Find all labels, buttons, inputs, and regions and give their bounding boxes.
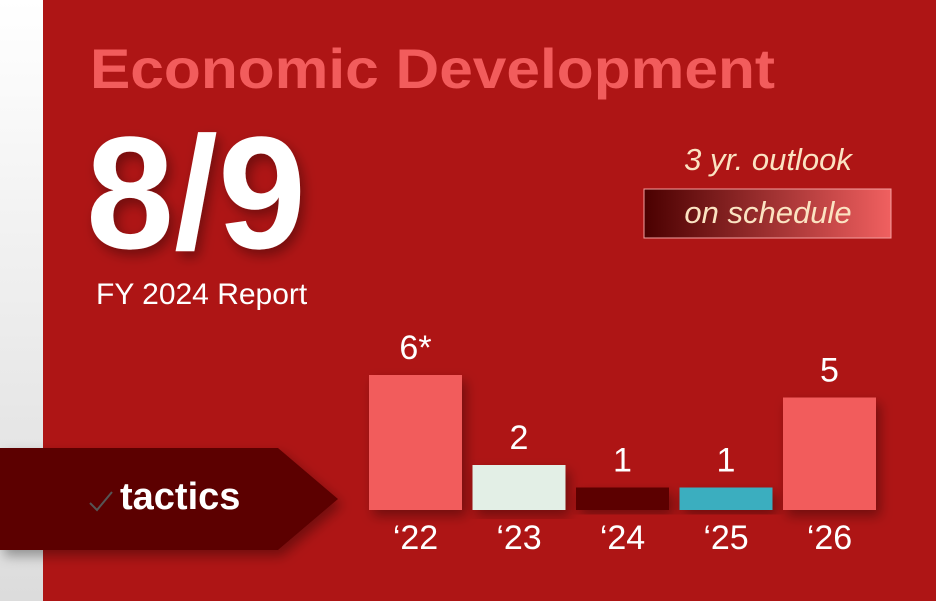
category-label: ‘26 bbox=[807, 519, 852, 557]
subtitle: FY 2024 Report bbox=[96, 278, 308, 311]
value-label: 1 bbox=[717, 442, 736, 480]
category-label: ‘24 bbox=[600, 519, 645, 557]
schedule: on schedule bbox=[684, 195, 851, 230]
bar bbox=[472, 465, 566, 510]
category-label: ‘22 bbox=[393, 519, 438, 557]
schedule-box bbox=[643, 188, 892, 239]
category-label: ‘23 bbox=[496, 519, 541, 557]
title: Economic Development bbox=[90, 37, 775, 100]
outlook: 3 yr. outlook bbox=[684, 142, 853, 177]
check-icon bbox=[89, 491, 113, 512]
bar bbox=[679, 487, 773, 510]
value-label: 6* bbox=[399, 329, 431, 367]
bar bbox=[783, 397, 876, 510]
category-label: ‘25 bbox=[703, 519, 748, 557]
tactics-banner bbox=[0, 448, 338, 550]
headline: 8/9 bbox=[86, 103, 306, 282]
value-label: 1 bbox=[613, 442, 632, 480]
tactics-label: tactics bbox=[120, 476, 240, 518]
bar bbox=[369, 375, 462, 510]
bar bbox=[576, 487, 669, 510]
value-label: 2 bbox=[510, 419, 529, 457]
value-label: 5 bbox=[820, 352, 839, 390]
